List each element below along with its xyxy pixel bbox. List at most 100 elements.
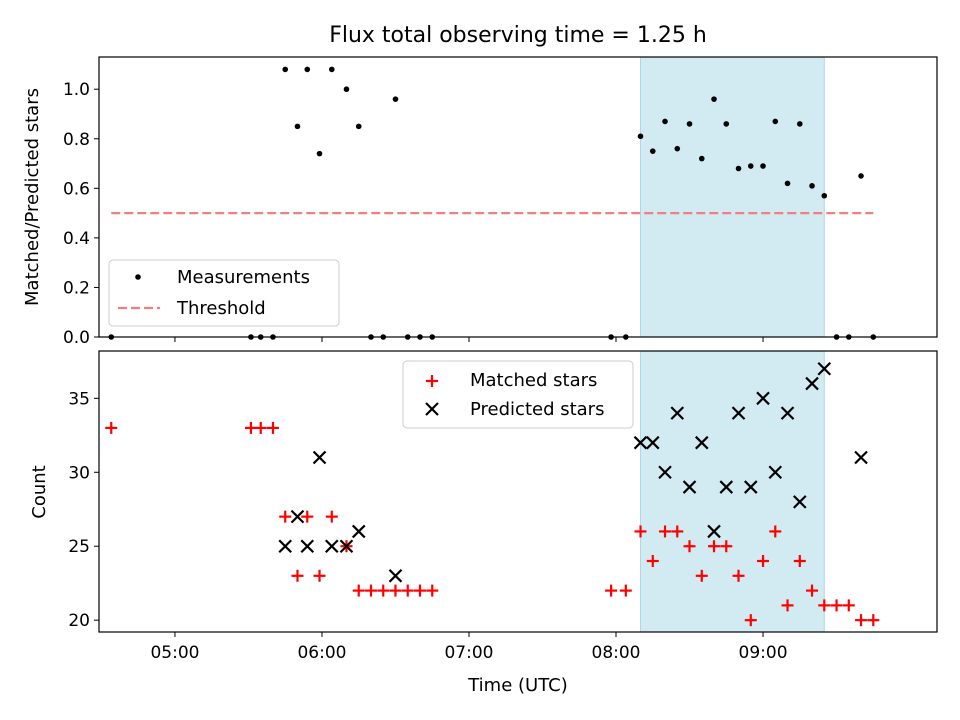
bottom-y-tick-label: 25 [68, 537, 90, 557]
top-panel: 0.0 0.2 0.4 0.6 0.8 1.0 Matched/Predicted sta… [22, 56, 938, 348]
measurement-point [649, 148, 656, 154]
matched-star-point [254, 421, 267, 434]
top-y-tick-label: 0.0 [63, 328, 90, 348]
predicted-star-point [817, 361, 832, 376]
x-axis-label: Time (UTC) [467, 675, 568, 696]
predicted-star-point [682, 480, 697, 494]
predicted-star-point [805, 376, 819, 391]
measurement-point [735, 165, 742, 172]
matched-star-point [266, 421, 279, 434]
predicted-star-point [793, 495, 807, 509]
measurement-point [304, 66, 311, 73]
threshold-legend-label: Threshold [176, 298, 266, 319]
predicted-star-point [339, 539, 354, 553]
predicted-star-point [768, 465, 783, 480]
matched-star-point [757, 555, 770, 568]
measurement-point [723, 121, 730, 127]
matched-star-point [634, 525, 647, 538]
x-tick-label: 07:00 [444, 643, 493, 663]
measurement-point [328, 66, 335, 73]
matched-star-point [659, 525, 672, 538]
matched-star-point [401, 584, 414, 597]
measurement-point [809, 183, 815, 189]
matched-star-point [720, 540, 733, 553]
matched-star-point [695, 569, 708, 582]
x-tick-label: 08:00 [592, 643, 641, 663]
measurement-point [316, 150, 323, 157]
predicted-star-point [290, 509, 305, 524]
top-y-tick-label: 0.8 [63, 130, 90, 150]
matched-star-point [291, 569, 304, 582]
measurement-point [698, 155, 705, 162]
matched-star-point [732, 569, 745, 582]
matched-star-point [818, 599, 831, 612]
matched-star-point [377, 584, 390, 597]
measurement-point [796, 121, 803, 127]
predicted-star-point [780, 406, 795, 420]
predicted-star-point [312, 450, 327, 465]
matched-star-point [619, 584, 632, 597]
matched-star-point [105, 421, 118, 434]
bottom-y-tick-label: 30 [68, 463, 90, 483]
matched-star-point [301, 510, 314, 523]
matched-star-point [842, 599, 855, 612]
x-tick-label: 05:00 [150, 643, 199, 663]
measurements-legend-label: Measurements [177, 267, 310, 288]
matched-star-point [671, 525, 684, 538]
predicted-legend-marker [425, 402, 439, 416]
matched-star-point [413, 584, 426, 597]
matched-star-point [313, 569, 326, 582]
matched-star-point [781, 599, 794, 612]
predicted-star-point [633, 435, 648, 450]
measurement-point [821, 192, 828, 199]
predicted-legend-label: Predicted stars [470, 399, 604, 420]
measurement-point [294, 123, 301, 130]
matched-star-point [605, 584, 618, 597]
matched-star-point [708, 540, 721, 553]
matched-star-point [867, 614, 880, 627]
bottom-y-tick-label: 35 [68, 389, 90, 409]
bottom-legend-box [402, 360, 634, 429]
measurement-point [772, 118, 779, 125]
top-y-tick-label: 0.6 [63, 179, 90, 199]
measurement-point [760, 163, 766, 169]
predicted-star-point [743, 480, 758, 494]
predicted-star-point [670, 406, 685, 420]
bottom-shaded-interval [640, 350, 825, 633]
matched-star-point [426, 584, 439, 597]
predicted-star-point [719, 480, 734, 494]
matched-star-point [683, 540, 696, 553]
predicted-star-point [278, 539, 293, 553]
top-y-tick-label: 1.0 [63, 80, 90, 100]
matched-legend-label: Matched stars [470, 370, 597, 391]
top-y-tick-label: 0.2 [63, 278, 90, 298]
measurement-point [711, 96, 717, 102]
measurement-point [343, 86, 350, 93]
matched-star-point [830, 599, 843, 612]
predicted-star-point [388, 569, 403, 583]
matched-star-point [364, 584, 377, 597]
predicted-star-point [351, 524, 366, 539]
top-y-axis-label: Matched/Predicted stars [22, 88, 43, 306]
measurement-point [392, 96, 399, 102]
measurement-point [747, 163, 754, 169]
predicted-star-point [854, 450, 868, 465]
matched-star-point [769, 525, 782, 538]
matched-star-point [325, 510, 338, 523]
matched-star-point [744, 614, 757, 627]
bottom-y-tick-label: 20 [68, 611, 90, 631]
predicted-star-point [300, 539, 315, 553]
matched-star-point [389, 584, 402, 597]
bottom-y-axis-label: Count [29, 465, 50, 518]
measurements-legend-marker [135, 274, 141, 280]
top-legend: Measurements Threshold [108, 259, 340, 327]
x-tick-label: 06:00 [297, 643, 346, 663]
matched-star-point [855, 614, 868, 627]
matched-star-point [793, 555, 806, 568]
figure-title: Flux total observing time = 1.25 h [329, 23, 707, 48]
matched-star-point [646, 555, 659, 568]
measurement-point [637, 133, 644, 140]
predicted-star-point [694, 435, 709, 450]
predicted-star-point [707, 524, 721, 539]
